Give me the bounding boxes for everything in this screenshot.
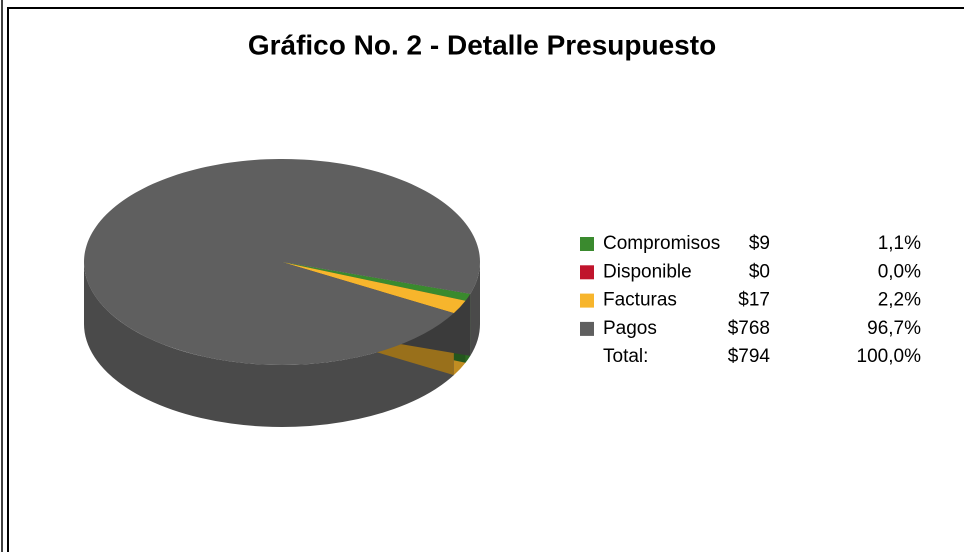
legend-value: $0	[749, 261, 770, 282]
slice	[83, 159, 480, 365]
total-label: Total:	[603, 346, 648, 367]
pie-tops	[83, 159, 480, 365]
legend-percent: 96,7%	[867, 318, 921, 339]
legend-swatch	[580, 237, 594, 251]
legend-percent: 0,0%	[878, 261, 921, 282]
legend-label: Pagos	[603, 318, 657, 339]
slice	[282, 262, 466, 314]
legend: Compromisos $9 1,1% Disponible $0 0,0% Factura…	[580, 233, 921, 367]
legend-percent: 1,1%	[878, 233, 921, 254]
legend-value: $768	[728, 318, 770, 339]
pie	[83, 159, 480, 427]
slice-side	[84, 262, 480, 427]
legend-label: Compromisos	[603, 233, 720, 254]
legend-percent: 2,2%	[878, 290, 921, 311]
legend-swatch	[580, 321, 594, 336]
total-percent: 100,0%	[857, 346, 922, 367]
legend-label: Facturas	[603, 290, 677, 311]
chart-border	[7, 7, 964, 552]
legend-label: Disponible	[603, 261, 692, 282]
legend-swatch	[580, 293, 594, 308]
legend-value: $9	[749, 233, 770, 254]
slice	[282, 262, 471, 301]
legend-swatch	[580, 265, 594, 280]
chart-title: Gráfico No. 2 - Detalle Presupuesto	[248, 29, 716, 60]
total-value: $794	[728, 346, 771, 367]
legend-value: $17	[738, 290, 770, 311]
